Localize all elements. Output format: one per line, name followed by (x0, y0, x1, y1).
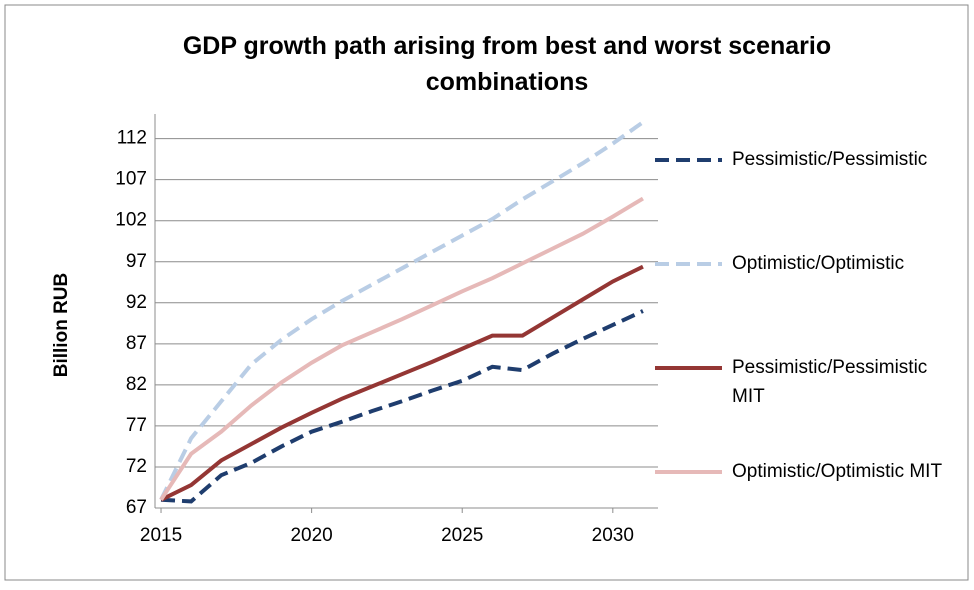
y-tick-label: 67 (126, 497, 147, 518)
x-tick-label: 2030 (592, 525, 634, 546)
chart-border (4, 4, 969, 581)
y-tick-label: 107 (115, 169, 147, 190)
y-tick-label: 112 (117, 128, 147, 149)
y-tick-label: 82 (126, 374, 147, 395)
y-tick-label: 77 (126, 415, 147, 436)
legend-label: Optimistic/Optimistic (732, 253, 905, 274)
y-axis-label: Billion RUB (51, 273, 72, 378)
series-line (160, 309, 644, 504)
chart-title: GDP growth path arising from best and wo… (182, 32, 832, 96)
legend-label: Pessimistic/Pessimistic MIT (732, 357, 928, 407)
y-tick-label: 72 (126, 456, 147, 477)
x-tick-label: 2015 (140, 525, 182, 546)
legend-label: Optimistic/Optimistic MIT (732, 461, 943, 482)
x-tick-label: 2020 (290, 525, 332, 546)
series-line (159, 120, 645, 501)
y-tick-label: 87 (126, 333, 147, 354)
y-tick-label: 102 (115, 210, 147, 231)
x-tick-label: 2025 (441, 525, 483, 546)
series-line (159, 196, 644, 501)
series-line (160, 264, 644, 502)
y-tick-label: 92 (126, 292, 147, 313)
legend-label: Pessimistic/Pessimistic (732, 149, 928, 170)
y-tick-label: 97 (126, 251, 147, 272)
